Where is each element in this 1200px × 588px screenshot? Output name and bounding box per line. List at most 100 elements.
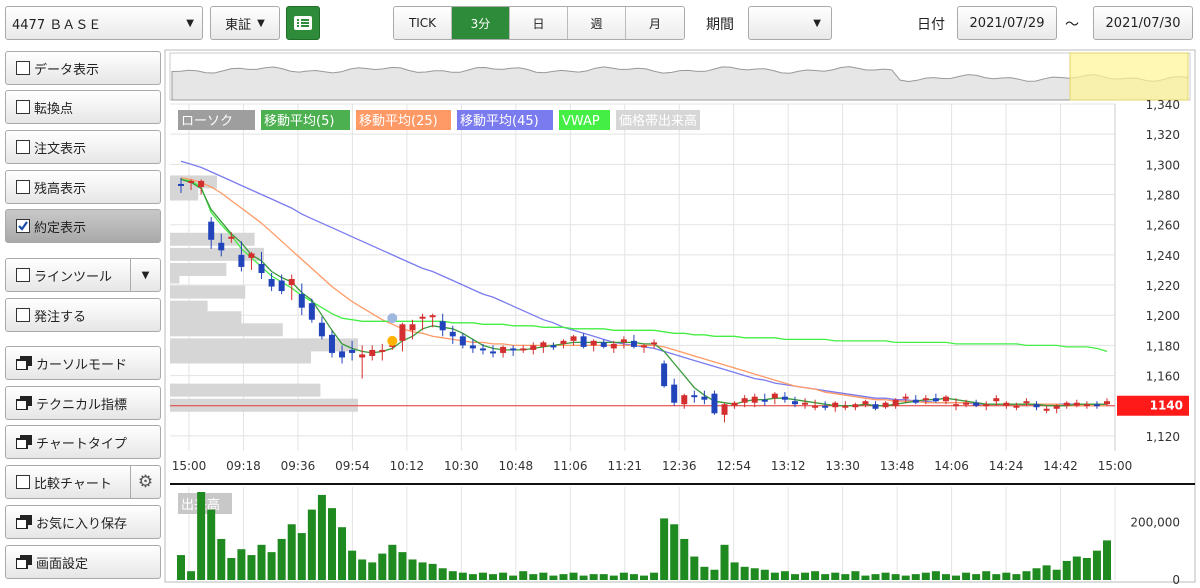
volume-bar	[921, 572, 930, 580]
checkbox-icon	[16, 140, 30, 154]
sidebar-item-0[interactable]: データ表示	[5, 51, 161, 85]
volume-tick-label: 200,000	[1130, 515, 1180, 529]
candle-body	[318, 322, 325, 337]
volume-bar	[841, 574, 850, 580]
tab-tick[interactable]: TICK	[394, 7, 452, 39]
sidebar-item-9[interactable]: チャートタイプ	[5, 425, 161, 459]
sidebar-item-10[interactable]: 比較チャート ⚙	[5, 465, 161, 499]
candle-body	[1033, 404, 1040, 408]
candle-body	[781, 396, 788, 400]
candle-body	[671, 384, 678, 403]
volume-bar	[700, 566, 709, 580]
symbol-select[interactable]: 4477 ＢＡＳＥ ▼	[5, 6, 203, 40]
volume-bar	[438, 568, 447, 580]
volume-bar	[519, 571, 528, 580]
timeframe-tabs: TICK 3分 日 週 月	[393, 6, 685, 40]
window-icon	[15, 435, 32, 450]
volume-bar	[529, 574, 538, 580]
volume-profile-bar	[170, 270, 180, 284]
x-tick-label: 13:12	[771, 459, 806, 473]
candle-body	[761, 399, 768, 402]
volume-bar	[790, 574, 799, 580]
volume-bar	[750, 568, 759, 580]
x-tick-label: 12:54	[716, 459, 751, 473]
x-tick-label: 15:00	[1098, 459, 1133, 473]
candle-body	[399, 324, 406, 341]
candle-body	[953, 404, 960, 407]
candle-body	[610, 343, 617, 349]
vwap-line	[180, 178, 1108, 353]
y-tick-label: 1,300	[1146, 158, 1180, 172]
tab-week[interactable]: 週	[568, 7, 626, 39]
volume-bar	[388, 544, 397, 580]
list-view-button[interactable]	[286, 6, 320, 40]
x-tick-label: 14:06	[934, 459, 969, 473]
candle-body	[580, 336, 587, 347]
tab-day[interactable]: 日	[510, 7, 568, 39]
x-tick-label: 14:24	[989, 459, 1024, 473]
candle-body	[751, 396, 758, 403]
date-from-input[interactable]: 2021/07/29	[957, 6, 1057, 40]
volume-bar	[740, 566, 749, 580]
checkbox-icon	[16, 268, 30, 282]
candle-body	[228, 236, 235, 239]
checkbox-icon	[16, 308, 30, 322]
sidebar-item-7[interactable]: カーソルモード	[5, 346, 161, 380]
volume-bar	[277, 538, 286, 580]
candle-body	[842, 405, 849, 408]
volume-bar	[952, 575, 961, 580]
volume-bar	[650, 572, 659, 580]
candle-body	[1053, 405, 1060, 409]
checkbox-icon	[16, 180, 30, 194]
volume-bar	[589, 574, 598, 580]
sidebar-item-2[interactable]: 注文表示	[5, 130, 161, 164]
legend-label: 移動平均(25)	[359, 114, 438, 129]
sidebar-item-4[interactable]: 約定表示	[5, 209, 161, 243]
volume-bar	[197, 492, 206, 580]
x-tick-label: 15:00	[172, 459, 207, 473]
x-tick-label: 10:30	[444, 459, 479, 473]
candle-body	[721, 404, 728, 415]
y-tick-label: 1,160	[1146, 370, 1180, 384]
candle-body	[530, 345, 537, 350]
volume-bar	[780, 571, 789, 580]
volume-bar	[931, 571, 940, 580]
tab-month[interactable]: 月	[626, 7, 684, 39]
sidebar-item-11[interactable]: お気に入り保存	[5, 505, 161, 539]
volume-bar	[378, 553, 387, 580]
candle-body	[862, 401, 869, 405]
volume-bar	[207, 509, 216, 580]
volume-bar	[257, 544, 266, 580]
sidebar-item-3[interactable]: 残高表示	[5, 170, 161, 204]
period-select[interactable]: ▼	[748, 6, 832, 40]
date-to-input[interactable]: 2021/07/30	[1093, 6, 1193, 40]
legend-label: VWAP	[562, 114, 600, 129]
gear-icon[interactable]: ⚙	[130, 466, 160, 498]
navigator-series	[171, 66, 1189, 101]
sidebar-item-label: テクニカル指標	[36, 397, 128, 413]
date-separator: ～	[1065, 17, 1079, 33]
volume-bar	[730, 562, 739, 580]
execution-marker	[387, 313, 398, 324]
candle-body	[1003, 402, 1010, 406]
candle-body	[1073, 402, 1080, 406]
y-tick-label: 1,180	[1146, 339, 1180, 353]
volume-bar	[217, 538, 226, 580]
sidebar-item-1[interactable]: 転換点	[5, 90, 161, 124]
candle-body	[983, 404, 990, 407]
sidebar-item-12[interactable]: 画面設定	[5, 545, 161, 579]
sidebar-item-label: お気に入り保存	[36, 516, 128, 532]
window-icon	[15, 356, 32, 371]
sidebar-item-5[interactable]: ラインツール ▼	[5, 258, 161, 292]
chevron-down-icon[interactable]: ▼	[130, 259, 160, 291]
candle-body	[963, 402, 970, 405]
volume-bar	[348, 550, 357, 580]
candle-body	[479, 348, 486, 351]
candle-body	[429, 315, 436, 318]
tab-3min[interactable]: 3分	[452, 7, 510, 39]
sidebar-item-6[interactable]: 発注する	[5, 298, 161, 332]
exchange-select[interactable]: 東証 ▼	[210, 6, 280, 40]
volume-bar	[851, 571, 860, 580]
sidebar-item-8[interactable]: テクニカル指標	[5, 386, 161, 420]
